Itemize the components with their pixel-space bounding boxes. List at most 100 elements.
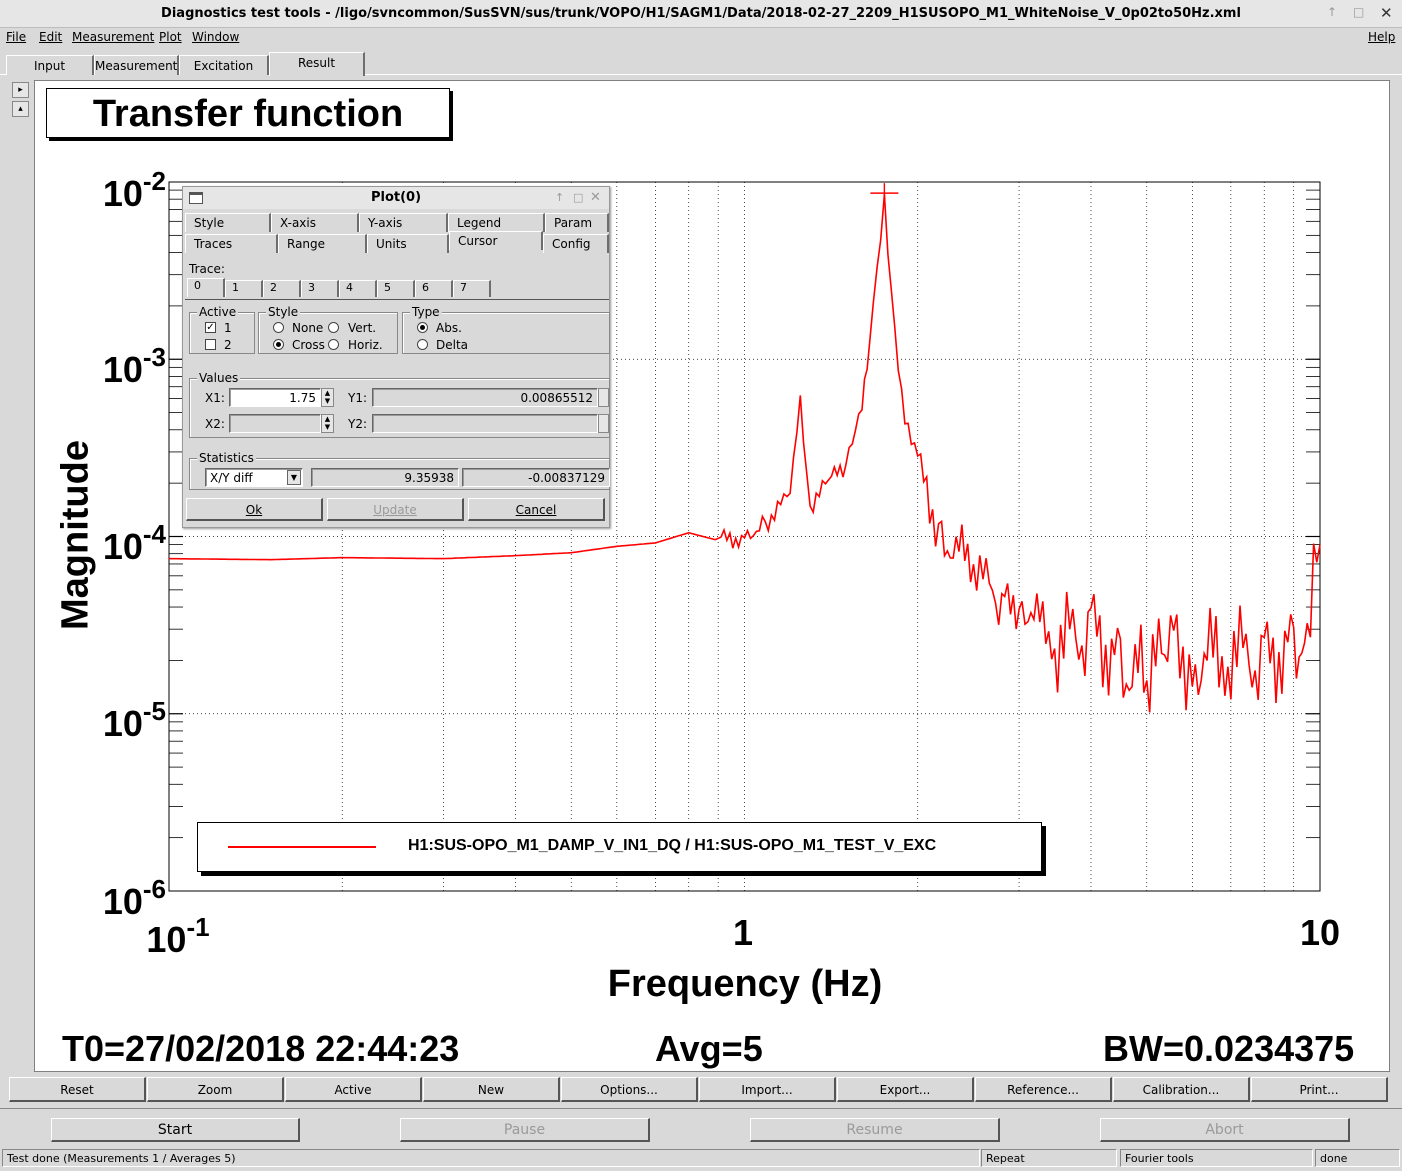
chevron-down-icon[interactable]: ▼ — [287, 470, 301, 485]
dialog-tab-units[interactable]: Units — [367, 234, 449, 253]
dialog-close-icon[interactable]: ✕ — [590, 190, 601, 205]
statistics-value-1: 9.35938 — [311, 468, 459, 487]
menu-help[interactable]: Help — [1368, 30, 1396, 44]
dialog-maximize-icon[interactable]: □ — [573, 191, 584, 204]
legend-label: H1:SUS-OPO_M1_DAMP_V_IN1_DQ / H1:SUS-OPO… — [408, 837, 937, 854]
legend-swatch — [228, 846, 376, 848]
dialog-title-bar[interactable]: Plot(0) ↑ □ ✕ — [183, 187, 609, 209]
trace-tab-1[interactable]: 1 — [225, 280, 263, 297]
dialog-tab-style[interactable]: Style — [185, 213, 271, 232]
y1-spinner[interactable] — [598, 388, 609, 407]
reset-button[interactable]: Reset — [9, 1077, 146, 1102]
window-shade-icon[interactable]: ↑ — [1327, 5, 1338, 19]
statistics-group-label: Statistics — [197, 451, 256, 465]
dialog-title: Plot(0) — [370, 190, 422, 205]
trace-tab-0[interactable]: 0 — [187, 278, 225, 297]
dialog-tab-legend[interactable]: Legend — [448, 213, 545, 232]
menu-plot[interactable]: Plot — [159, 30, 182, 44]
statistics-select[interactable]: X/Y diff ▼ — [205, 468, 303, 487]
trace-label: Trace: — [189, 262, 225, 276]
y2-spinner[interactable] — [598, 414, 609, 433]
dialog-tab-param[interactable]: Param — [545, 213, 609, 232]
y1-input[interactable]: 0.00865512 — [372, 388, 598, 407]
dialog-shade-icon[interactable]: ↑ — [555, 191, 565, 204]
tab-result[interactable]: Result — [269, 52, 365, 76]
dialog-update-button[interactable]: Update — [327, 498, 464, 521]
calibration-button[interactable]: Calibration... — [1113, 1077, 1250, 1102]
type-group — [402, 312, 610, 354]
expand-arrow-icon[interactable]: ▸ — [12, 82, 29, 98]
values-group-label: Values — [197, 371, 241, 385]
dialog-tab-cursor[interactable]: Cursor — [449, 231, 543, 250]
tab-measurement[interactable]: Measurement — [94, 55, 179, 75]
trace-tab-3[interactable]: 3 — [301, 280, 339, 297]
x2-spinner[interactable]: ▲ ▼ — [321, 414, 334, 433]
import-button[interactable]: Import... — [699, 1077, 836, 1102]
style-vert-radio[interactable] — [328, 322, 339, 333]
type-abs-label: Abs. — [436, 321, 462, 335]
style-horiz-label: Horiz. — [348, 338, 383, 352]
menu-measurement[interactable]: Measurement — [72, 30, 155, 44]
y2-input[interactable] — [372, 414, 598, 433]
dialog-tab-range[interactable]: Range — [278, 234, 367, 253]
active-button[interactable]: Active — [285, 1077, 422, 1102]
style-group — [258, 312, 398, 354]
export-button[interactable]: Export... — [837, 1077, 974, 1102]
reference-button[interactable]: Reference... — [975, 1077, 1112, 1102]
x1-label: X1: — [205, 391, 225, 405]
menu-file[interactable]: File — [6, 30, 27, 44]
trace-tab-4[interactable]: 4 — [339, 280, 377, 297]
tab-baseline — [0, 74, 1402, 75]
x1-spinner[interactable]: ▲ ▼ — [321, 388, 334, 407]
type-delta-radio[interactable] — [417, 339, 428, 350]
statistics-value-2: -0.00837129 — [462, 468, 610, 487]
window-close-icon[interactable]: ✕ — [1380, 4, 1393, 22]
values-group — [189, 378, 610, 438]
x-tick-label: 10 — [1299, 912, 1341, 953]
trace-tab-7[interactable]: 7 — [453, 280, 491, 297]
menu-edit[interactable]: Edit — [39, 30, 63, 44]
print-button[interactable]: Print... — [1251, 1077, 1388, 1102]
options-button[interactable]: Options... — [561, 1077, 698, 1102]
dialog-cancel-button[interactable]: Cancel — [468, 498, 605, 521]
trace-tab-6[interactable]: 6 — [415, 280, 453, 297]
style-none-radio[interactable] — [273, 322, 284, 333]
pause-button[interactable]: Pause — [400, 1118, 650, 1142]
dialog-tab-x-axis[interactable]: X-axis — [271, 213, 359, 232]
y1-label: Y1: — [348, 391, 368, 405]
start-button[interactable]: Start — [51, 1118, 300, 1142]
active-1-label: 1 — [224, 321, 232, 335]
plot-frame — [168, 181, 1321, 892]
tab-excitation[interactable]: Excitation — [179, 55, 269, 75]
zoom-button[interactable]: Zoom — [147, 1077, 284, 1102]
style-vert-label: Vert. — [348, 321, 377, 335]
style-horiz-radio[interactable] — [328, 339, 339, 350]
type-abs-radio[interactable] — [417, 322, 428, 333]
dialog-tab-y-axis[interactable]: Y-axis — [359, 213, 448, 232]
active-1-checkbox[interactable]: ✓ — [205, 322, 216, 333]
style-cross-radio[interactable] — [273, 339, 284, 350]
dialog-tab-traces[interactable]: Traces — [185, 234, 278, 253]
active-2-label: 2 — [224, 338, 232, 352]
x1-input[interactable]: 1.75 — [229, 388, 321, 407]
trace-tab-5[interactable]: 5 — [377, 280, 415, 297]
collapse-arrow-icon[interactable]: ▴ — [12, 101, 29, 117]
resume-button[interactable]: Resume — [750, 1118, 1000, 1142]
style-group-label: Style — [266, 305, 301, 319]
menu-window[interactable]: Window — [192, 30, 240, 44]
active-2-checkbox[interactable] — [205, 339, 216, 350]
new-button[interactable]: New — [423, 1077, 560, 1102]
abort-button[interactable]: Abort — [1100, 1118, 1350, 1142]
dialog-tab-config[interactable]: Config — [543, 234, 609, 253]
tab-input[interactable]: Input — [6, 55, 94, 75]
y-tick-label: 10-3 — [102, 342, 166, 390]
x2-input[interactable] — [229, 414, 321, 433]
window-maximize-icon[interactable]: □ — [1353, 5, 1365, 19]
style-cross-label: Cross — [292, 338, 325, 352]
status-message: Test done (Measurements 1 / Averages 5) — [2, 1149, 980, 1167]
dialog-ok-button[interactable]: Ok — [186, 498, 323, 521]
menu-bar: File Edit Measurement Plot Window Help — [0, 28, 1402, 48]
plot-options-dialog[interactable]: Plot(0) ↑ □ ✕ Style X-axis Y-axis Legend… — [182, 186, 610, 528]
trace-tab-2[interactable]: 2 — [263, 280, 301, 297]
